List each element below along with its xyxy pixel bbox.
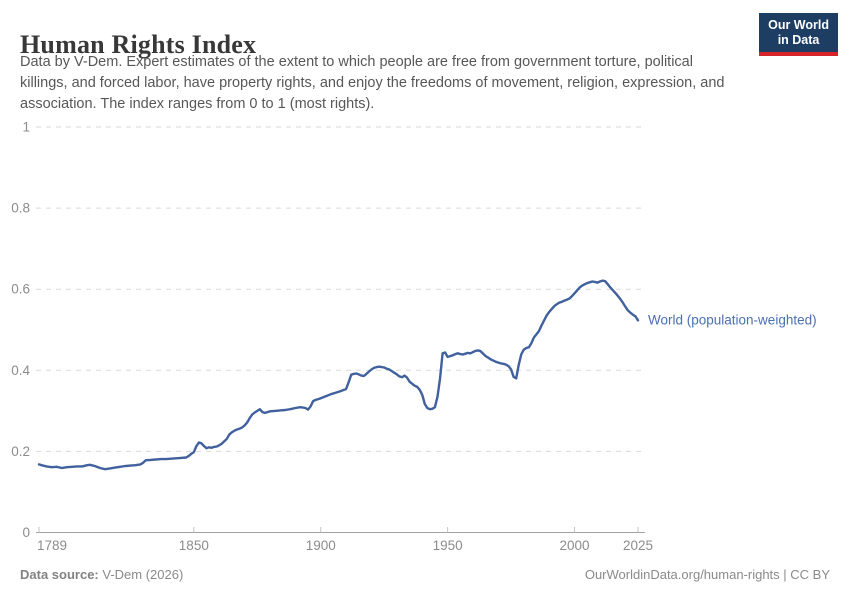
x-axis-tick-label: 1789	[37, 538, 67, 553]
chart-footer: Data source: V-Dem (2026) OurWorldinData…	[20, 567, 830, 582]
x-axis-tick-label: 1850	[179, 538, 209, 553]
data-source-note: Data source: V-Dem (2026)	[20, 567, 183, 582]
owid-logo[interactable]: Our World in Data	[759, 13, 838, 56]
x-axis-tick-label: 1950	[433, 538, 463, 553]
y-axis-tick-label: 0.4	[11, 363, 30, 378]
data-source-value: V-Dem (2026)	[98, 567, 184, 582]
y-axis-tick-label: 1	[22, 120, 30, 135]
y-axis-tick-label: 0.2	[11, 444, 30, 459]
subtitle-line-2: killings, and forced labor, have propert…	[20, 75, 725, 91]
x-axis-tick-label: 2000	[560, 538, 590, 553]
world-index-line	[37, 279, 640, 471]
owid-logo-line1: Our World	[768, 18, 829, 32]
series-entity-label: World (population-weighted)	[648, 312, 817, 327]
subtitle-line-3: association. The index ranges from 0 to …	[20, 96, 375, 112]
owid-logo-line2: in Data	[777, 33, 820, 47]
x-axis-tick-label: 2025	[623, 538, 653, 553]
subtitle-line-1: Data by V-Dem. Expert estimates of the e…	[20, 54, 693, 70]
y-axis-tick-label: 0.8	[11, 201, 30, 216]
page-title: Human Rights Index	[20, 30, 257, 60]
chart-subtitle: Data by V-Dem. Expert estimates of the e…	[20, 52, 750, 115]
owid-url-license-link[interactable]: OurWorldinData.org/human-rights | CC BY	[584, 567, 830, 582]
x-axis-tick-label: 1900	[306, 538, 336, 553]
data-source-label: Data source:	[20, 567, 99, 582]
y-axis-tick-label: 0	[22, 525, 30, 540]
y-axis-tick-label: 0.6	[11, 282, 30, 297]
